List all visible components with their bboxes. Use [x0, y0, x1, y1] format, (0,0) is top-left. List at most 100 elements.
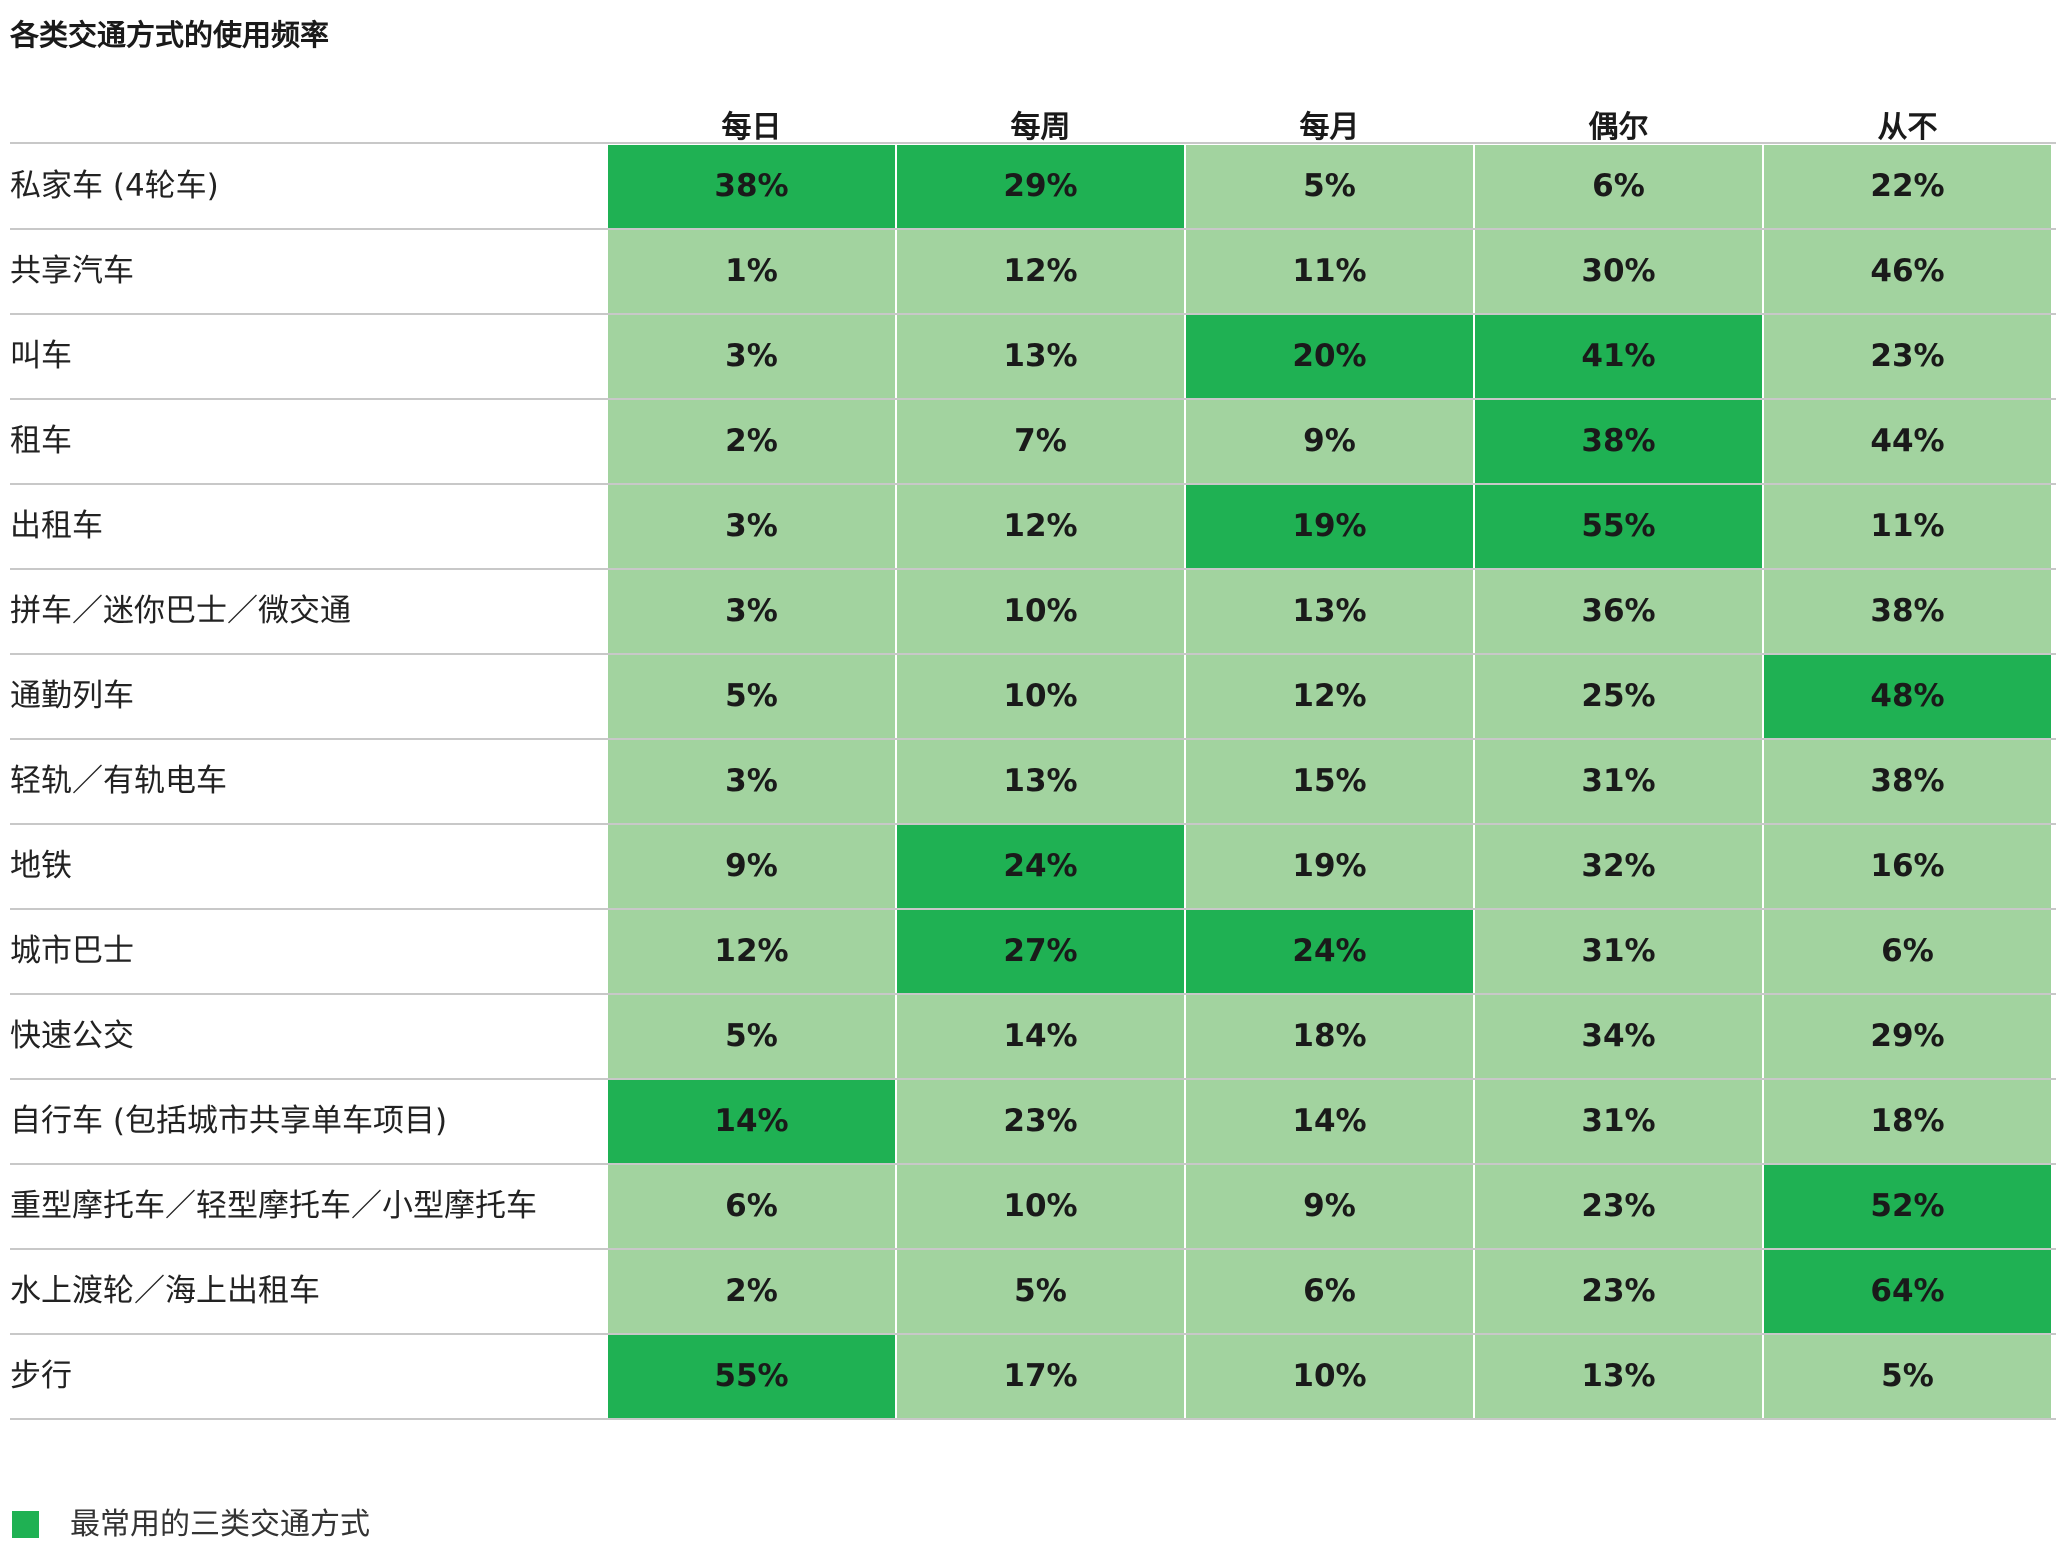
heatmap-cell: 13%	[897, 315, 1184, 398]
heatmap-cell-highlighted: 55%	[608, 1335, 895, 1418]
row-divider	[10, 738, 2056, 740]
heatmap-cell: 31%	[1475, 1080, 1762, 1163]
heatmap-cell: 19%	[1186, 825, 1473, 908]
heatmap-cell: 12%	[1186, 655, 1473, 738]
row-label: 重型摩托车／轻型摩托车／小型摩托车	[10, 1188, 537, 1224]
heatmap-cell: 5%	[1764, 1335, 2051, 1418]
row-label: 自行车 (包括城市共享单车项目)	[10, 1103, 448, 1139]
heatmap-cell: 5%	[608, 655, 895, 738]
heatmap-cell: 6%	[1186, 1250, 1473, 1333]
row-label: 拼车／迷你巴士／微交通	[10, 593, 351, 629]
heatmap-cell: 44%	[1764, 400, 2051, 483]
heatmap-cell: 6%	[608, 1165, 895, 1248]
row-divider	[10, 908, 2056, 910]
heatmap-cell: 22%	[1764, 145, 2051, 228]
heatmap-cell: 6%	[1764, 910, 2051, 993]
heatmap-cell: 3%	[608, 570, 895, 653]
heatmap-cell: 11%	[1764, 485, 2051, 568]
heatmap-cell-highlighted: 27%	[897, 910, 1184, 993]
row-label: 私家车 (4轮车)	[10, 168, 219, 204]
heatmap-cell: 5%	[897, 1250, 1184, 1333]
heatmap-cell-highlighted: 64%	[1764, 1250, 2051, 1333]
heatmap-cell: 31%	[1475, 740, 1762, 823]
column-header: 从不	[1877, 110, 1938, 145]
row-divider	[10, 313, 2056, 315]
heatmap-cell-highlighted: 52%	[1764, 1165, 2051, 1248]
heatmap-cell: 5%	[608, 995, 895, 1078]
heatmap-cell: 13%	[1475, 1335, 1762, 1418]
heatmap-cell: 14%	[897, 995, 1184, 1078]
heatmap-cell: 10%	[897, 570, 1184, 653]
heatmap-cell: 38%	[1764, 740, 2051, 823]
legend-swatch	[12, 1511, 39, 1538]
heatmap-cell: 12%	[608, 910, 895, 993]
heatmap-cell: 18%	[1186, 995, 1473, 1078]
heatmap-cell: 23%	[1764, 315, 2051, 398]
heatmap-cell: 38%	[1764, 570, 2051, 653]
heatmap-cell: 36%	[1475, 570, 1762, 653]
heatmap-cell: 6%	[1475, 145, 1762, 228]
heatmap-cell: 9%	[1186, 1165, 1473, 1248]
heatmap-cell-highlighted: 29%	[897, 145, 1184, 228]
heatmap-cell-highlighted: 48%	[1764, 655, 2051, 738]
heatmap-cell: 23%	[1475, 1165, 1762, 1248]
legend-label: 最常用的三类交通方式	[70, 1507, 370, 1542]
heatmap-cell: 10%	[897, 1165, 1184, 1248]
row-label: 叫车	[10, 338, 72, 374]
heatmap-cell: 12%	[897, 485, 1184, 568]
heatmap-cell: 3%	[608, 485, 895, 568]
heatmap-cell: 13%	[1186, 570, 1473, 653]
heatmap-cell-highlighted: 38%	[1475, 400, 1762, 483]
row-divider	[10, 398, 2056, 400]
heatmap-cell: 5%	[1186, 145, 1473, 228]
heatmap-cell: 15%	[1186, 740, 1473, 823]
heatmap-cell: 30%	[1475, 230, 1762, 313]
heatmap-cell: 31%	[1475, 910, 1762, 993]
heatmap-cell: 32%	[1475, 825, 1762, 908]
row-divider	[10, 1333, 2056, 1335]
heatmap-cell: 25%	[1475, 655, 1762, 738]
heatmap-cell-highlighted: 14%	[608, 1080, 895, 1163]
heatmap-cell: 9%	[1186, 400, 1473, 483]
heatmap-cell: 7%	[897, 400, 1184, 483]
heatmap-cell-highlighted: 20%	[1186, 315, 1473, 398]
heatmap-cell: 23%	[1475, 1250, 1762, 1333]
row-divider	[10, 1078, 2056, 1080]
heatmap-cell: 3%	[608, 315, 895, 398]
row-divider	[10, 483, 2056, 485]
heatmap-cell: 2%	[608, 400, 895, 483]
row-label: 水上渡轮／海上出租车	[10, 1273, 320, 1309]
row-label: 共享汽车	[10, 253, 134, 289]
heatmap-cell: 29%	[1764, 995, 2051, 1078]
row-label: 租车	[10, 423, 72, 459]
row-divider	[10, 228, 2056, 230]
column-header: 每月	[1299, 110, 1360, 145]
heatmap-cell-highlighted: 24%	[1186, 910, 1473, 993]
row-label: 地铁	[10, 848, 72, 884]
heatmap-cell: 10%	[1186, 1335, 1473, 1418]
heatmap-cell: 2%	[608, 1250, 895, 1333]
column-header: 每日	[721, 110, 782, 145]
heatmap-cell: 34%	[1475, 995, 1762, 1078]
row-divider	[10, 1248, 2056, 1250]
heatmap-cell-highlighted: 41%	[1475, 315, 1762, 398]
heatmap-cell: 14%	[1186, 1080, 1473, 1163]
heatmap-cell-highlighted: 24%	[897, 825, 1184, 908]
column-header: 偶尔	[1588, 110, 1649, 145]
row-divider	[10, 568, 2056, 570]
row-label: 出租车	[10, 508, 103, 544]
heatmap-cell: 3%	[608, 740, 895, 823]
column-header: 每周	[1010, 110, 1071, 145]
heatmap-cell: 17%	[897, 1335, 1184, 1418]
chart-title: 各类交通方式的使用频率	[10, 18, 330, 52]
heatmap-cell-highlighted: 55%	[1475, 485, 1762, 568]
heatmap-cell-highlighted: 38%	[608, 145, 895, 228]
heatmap-cell: 13%	[897, 740, 1184, 823]
row-label: 步行	[10, 1358, 72, 1394]
heatmap-cell: 12%	[897, 230, 1184, 313]
heatmap-cell: 10%	[897, 655, 1184, 738]
row-label: 快速公交	[10, 1018, 134, 1054]
heatmap-cell-highlighted: 19%	[1186, 485, 1473, 568]
row-divider	[10, 142, 2056, 144]
row-divider	[10, 993, 2056, 995]
